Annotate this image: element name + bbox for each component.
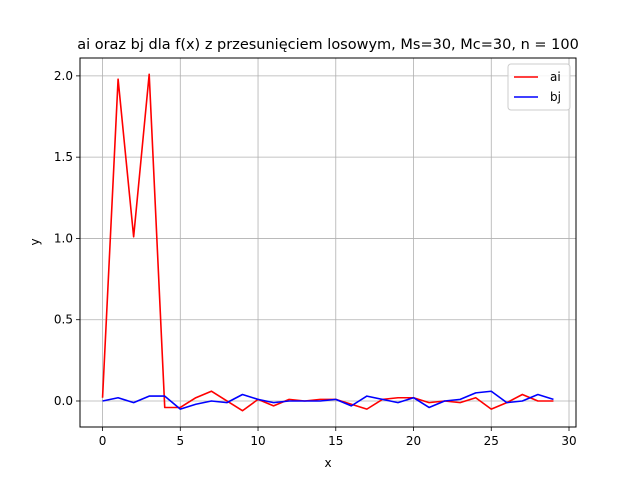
x-tick-label: 30	[561, 434, 576, 448]
legend-box	[507, 63, 571, 111]
y-tick-label: 1.0	[54, 231, 73, 245]
chart-title: ai oraz bj dla f(x) z przesunięciem loso…	[77, 37, 579, 53]
ticks: 0 5 10 15 20 25 30 0.0 0.5 1.0 1.5 2.0	[54, 69, 577, 448]
legend: ai bj	[507, 63, 571, 111]
x-tick-label: 15	[328, 434, 343, 448]
y-tick-label: 1.5	[54, 150, 73, 164]
y-tick-label: 0.0	[54, 394, 73, 408]
y-axis-label: y	[28, 238, 42, 245]
series-layer	[101, 73, 554, 412]
legend-label-ai: ai	[550, 70, 561, 84]
y-tick-label: 0.5	[54, 313, 73, 327]
x-tick-label: 20	[406, 434, 421, 448]
legend-label-bj: bj	[550, 90, 561, 104]
y-tick-label: 2.0	[54, 69, 73, 83]
x-tick-label: 10	[250, 434, 265, 448]
x-tick-label: 25	[484, 434, 499, 448]
grid	[80, 58, 576, 427]
x-tick-label: 5	[176, 434, 184, 448]
x-tick-label: 0	[99, 434, 107, 448]
plot-frame	[79, 57, 577, 428]
series-line-bj	[102, 390, 554, 410]
x-axis-label: x	[324, 456, 331, 470]
